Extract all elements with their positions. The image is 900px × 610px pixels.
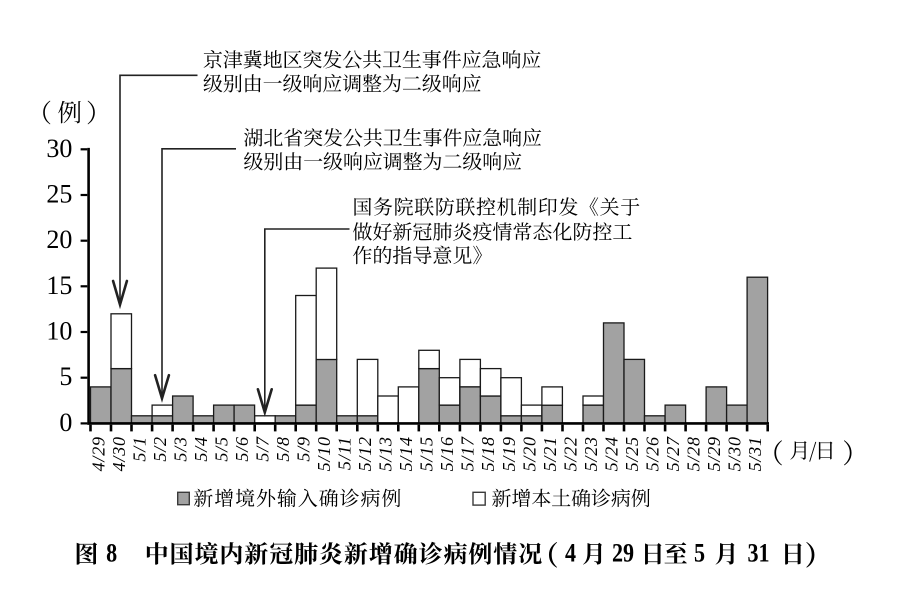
svg-text:5/16: 5/16 bbox=[437, 436, 457, 471]
svg-text:5/10: 5/10 bbox=[314, 436, 334, 471]
svg-text:4/29: 4/29 bbox=[88, 436, 108, 471]
svg-text:10: 10 bbox=[46, 317, 72, 346]
svg-text:5/18: 5/18 bbox=[478, 436, 498, 471]
svg-text:4/30: 4/30 bbox=[109, 436, 129, 471]
svg-text:25: 25 bbox=[46, 180, 72, 209]
svg-text:5/19: 5/19 bbox=[499, 436, 519, 471]
svg-text:5/12: 5/12 bbox=[355, 436, 375, 471]
svg-text:5: 5 bbox=[694, 540, 705, 568]
svg-text:5/27: 5/27 bbox=[663, 436, 683, 471]
svg-text:5/20: 5/20 bbox=[519, 436, 539, 471]
svg-text:5/25: 5/25 bbox=[622, 436, 642, 471]
svg-text:5/31: 5/31 bbox=[745, 436, 765, 471]
svg-text:5/8: 5/8 bbox=[273, 436, 293, 461]
svg-text:0: 0 bbox=[59, 408, 72, 437]
svg-text:5/11: 5/11 bbox=[335, 436, 355, 470]
svg-text:5/6: 5/6 bbox=[232, 436, 252, 461]
svg-text:5/2: 5/2 bbox=[150, 436, 170, 461]
svg-text:5/28: 5/28 bbox=[683, 436, 703, 471]
svg-text:5/30: 5/30 bbox=[725, 436, 745, 471]
svg-text:30: 30 bbox=[46, 134, 72, 163]
svg-text:5/14: 5/14 bbox=[396, 436, 416, 471]
svg-text:4: 4 bbox=[565, 540, 576, 568]
svg-text:5: 5 bbox=[59, 362, 72, 391]
svg-text:5/24: 5/24 bbox=[601, 436, 621, 471]
svg-text:5/21: 5/21 bbox=[540, 436, 560, 471]
svg-text:5/1: 5/1 bbox=[129, 436, 149, 461]
svg-text:5/22: 5/22 bbox=[560, 436, 580, 471]
svg-text:31: 31 bbox=[747, 540, 769, 568]
svg-text:5/5: 5/5 bbox=[212, 436, 232, 461]
svg-text:8: 8 bbox=[106, 540, 117, 568]
svg-text:5/15: 5/15 bbox=[417, 436, 437, 471]
svg-text:20: 20 bbox=[46, 225, 72, 254]
svg-text:5/26: 5/26 bbox=[642, 436, 662, 471]
svg-text:5/9: 5/9 bbox=[294, 436, 314, 461]
svg-text:5/3: 5/3 bbox=[170, 436, 190, 461]
svg-text:15: 15 bbox=[46, 271, 72, 300]
svg-text:5/7: 5/7 bbox=[253, 436, 273, 462]
svg-text:5/29: 5/29 bbox=[704, 436, 724, 471]
svg-text:5/17: 5/17 bbox=[458, 436, 478, 471]
svg-text:5/23: 5/23 bbox=[581, 436, 601, 471]
svg-text:5/13: 5/13 bbox=[376, 436, 396, 471]
svg-text:5/4: 5/4 bbox=[191, 436, 211, 461]
svg-text:29: 29 bbox=[612, 540, 634, 568]
